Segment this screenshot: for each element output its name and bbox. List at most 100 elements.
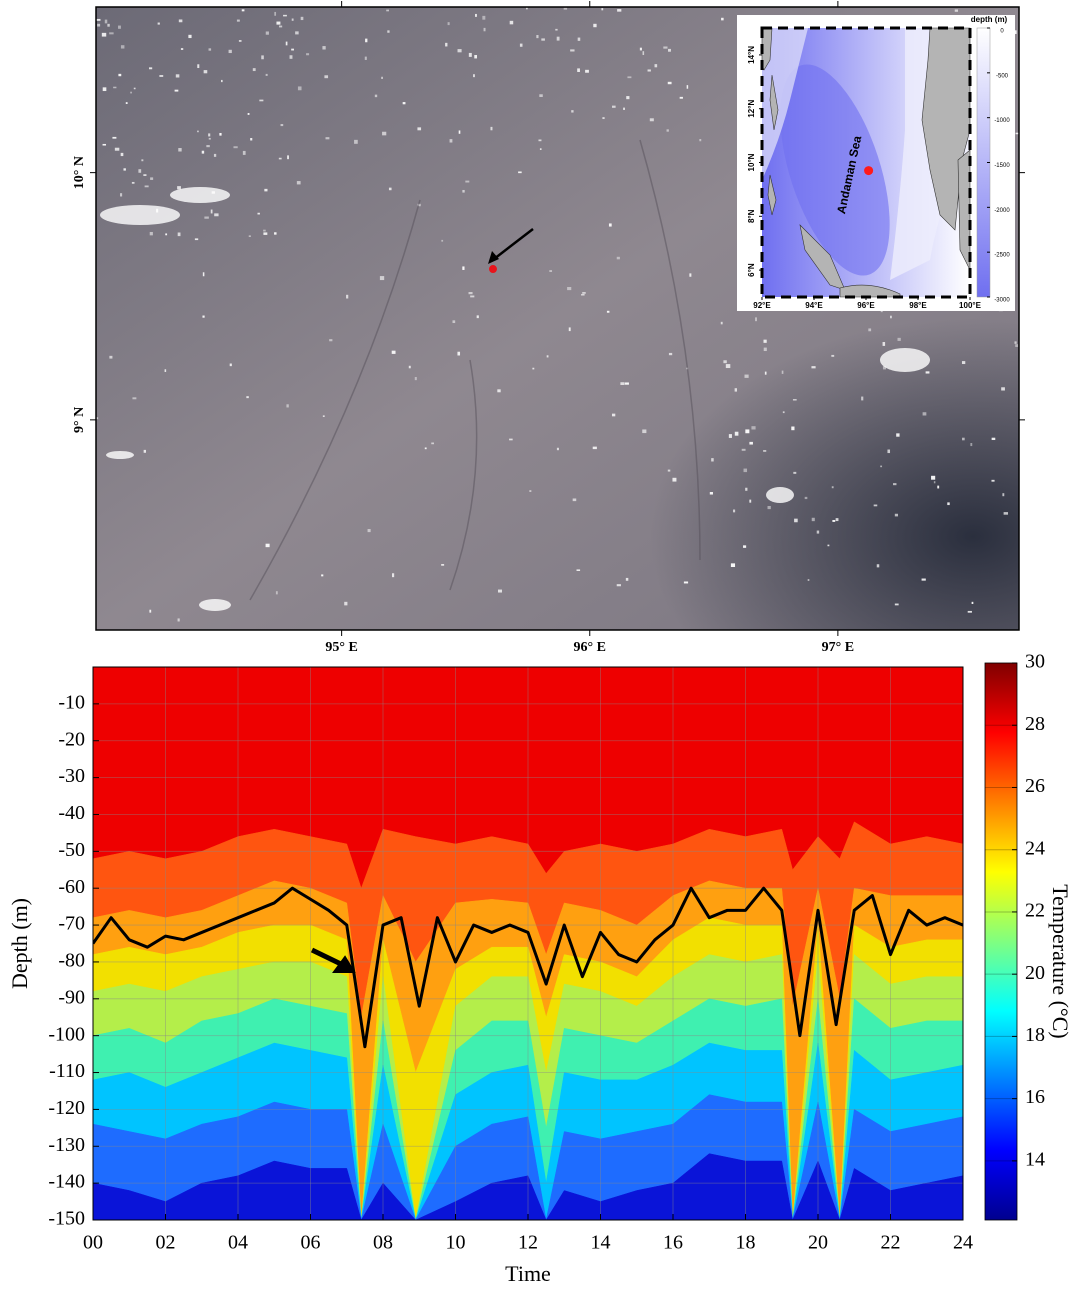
- cloud: [452, 320, 456, 324]
- cloud: [672, 477, 677, 482]
- cloud: [283, 14, 287, 17]
- x-axis-label: Time: [505, 1261, 551, 1286]
- cloud: [473, 74, 475, 78]
- y-tick-label: 12°N: [747, 100, 756, 118]
- cloud: [97, 23, 101, 27]
- cloud: [811, 366, 816, 369]
- cloud: [931, 475, 936, 480]
- colorbar-tick-label: -2000: [994, 208, 1010, 214]
- cloud: [102, 143, 107, 146]
- cloud: [962, 437, 965, 441]
- cloud: [210, 209, 213, 214]
- y-tick-label: -10: [58, 691, 85, 713]
- y-tick-label: -50: [58, 839, 85, 861]
- cloud: [861, 396, 864, 401]
- cloud: [572, 498, 577, 502]
- cloud: [465, 180, 470, 183]
- cloud: [259, 99, 264, 102]
- slick: [449, 359, 478, 591]
- cloud: [457, 49, 462, 53]
- cloud: [257, 212, 260, 215]
- cloud: [699, 139, 702, 142]
- cloud: [287, 155, 289, 160]
- cloud: [668, 352, 673, 356]
- frame: [95, 6, 1020, 631]
- cloud: [144, 185, 149, 188]
- cloud: [177, 186, 181, 190]
- cloud: [219, 132, 222, 136]
- cloud: [274, 232, 277, 235]
- cloud: [114, 147, 120, 151]
- cloud: [278, 25, 283, 28]
- cloud: [571, 110, 574, 113]
- cloud: [379, 276, 385, 281]
- cloud: [238, 40, 242, 42]
- station: [488, 265, 497, 274]
- cloud: [741, 448, 746, 451]
- isotherm-line: [93, 886, 963, 1049]
- cloud: [285, 41, 288, 46]
- cloud: [391, 350, 396, 354]
- cloud: [468, 292, 473, 295]
- cloud: [133, 87, 136, 90]
- cloud: [649, 118, 654, 122]
- cloud: [764, 371, 767, 375]
- colorbar-label: Temperature (°C): [1048, 884, 1073, 1038]
- cloud: [263, 229, 266, 232]
- cloud: [897, 337, 901, 341]
- y-tick-label: 10°N: [747, 153, 756, 171]
- cloud: [175, 74, 180, 78]
- cloud: [744, 374, 749, 378]
- cloud: [297, 86, 302, 91]
- cloud: [894, 603, 899, 606]
- cloud: [967, 610, 972, 613]
- y-tick-label: 9° N: [72, 407, 87, 433]
- y-tick-label: -80: [58, 950, 85, 972]
- y-tick-label: -30: [58, 765, 85, 787]
- colorbar-tick-label: -2500: [994, 253, 1010, 259]
- cloud: [922, 412, 927, 416]
- cloud: [608, 223, 612, 227]
- cloud: [462, 189, 465, 193]
- cloud: [592, 446, 597, 450]
- cloud: [807, 579, 810, 581]
- cloud: [625, 577, 629, 581]
- cloud: [458, 130, 461, 134]
- cloud: [457, 351, 461, 356]
- x-tick-label: 18: [736, 1232, 756, 1254]
- cloud: [711, 458, 714, 462]
- cloud: [733, 509, 736, 513]
- cloud: [763, 339, 767, 343]
- cloud: [1003, 512, 1009, 515]
- island: [767, 174, 777, 216]
- cloud: [180, 48, 184, 50]
- cloud: [274, 11, 277, 16]
- cloud: [414, 377, 417, 381]
- y-tick-label: -100: [48, 1023, 85, 1045]
- cloud: [291, 18, 294, 21]
- cloud: [138, 169, 142, 173]
- cloud: [766, 487, 794, 503]
- cloud: [164, 369, 167, 372]
- cloud: [497, 589, 503, 593]
- cloud: [954, 9, 958, 12]
- cloud: [214, 213, 219, 217]
- cloud: [991, 437, 996, 441]
- x-tick-label: 24: [953, 1232, 973, 1254]
- cloud: [475, 13, 477, 17]
- cloud: [563, 7, 568, 10]
- cloud: [546, 355, 549, 358]
- colorbar-tick-label: -3000: [994, 298, 1010, 304]
- cloud: [616, 584, 621, 587]
- cloud: [730, 563, 736, 568]
- cloud: [102, 87, 107, 92]
- cloud: [306, 53, 310, 56]
- cloud: [120, 152, 124, 157]
- cloud: [228, 49, 232, 54]
- cloud: [667, 81, 672, 85]
- cloud: [199, 599, 231, 611]
- cloud: [971, 601, 974, 604]
- cloud: [130, 91, 132, 94]
- slick: [249, 199, 421, 601]
- y-tick-label: -90: [58, 986, 85, 1008]
